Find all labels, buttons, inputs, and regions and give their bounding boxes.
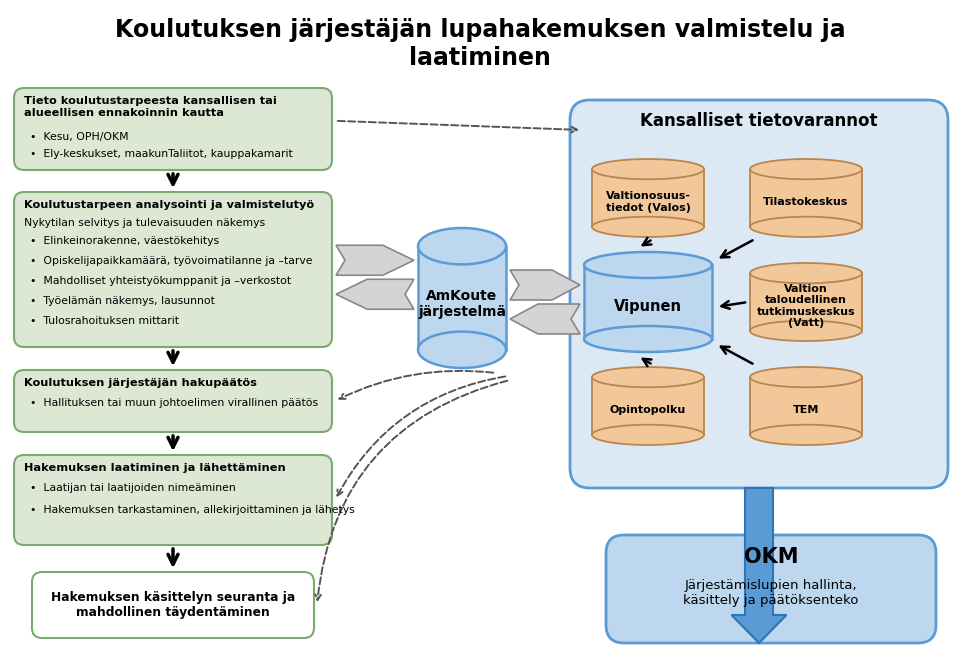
Text: TEM: TEM [793, 405, 819, 415]
Bar [750, 169, 862, 227]
Text: Valtion
taloudellinen
tutkimuskeskus
(Vatt): Valtion taloudellinen tutkimuskeskus (Va… [756, 284, 855, 329]
Text: AmKoute
järjestelmä: AmKoute järjestelmä [418, 289, 506, 319]
Text: •  Työelämän näkemys, lausunnot: • Työelämän näkemys, lausunnot [30, 296, 215, 306]
Text: Tieto koulutustarpeesta kansallisen tai
alueellisen ennakoinnin kautta: Tieto koulutustarpeesta kansallisen tai … [24, 96, 276, 118]
Polygon shape [732, 488, 786, 643]
FancyBboxPatch shape [14, 88, 332, 170]
Ellipse shape [584, 252, 712, 278]
Text: Koulutustarpeen analysointi ja valmistelutyö: Koulutustarpeen analysointi ja valmistel… [24, 200, 314, 210]
Bar [584, 265, 712, 339]
Text: •  Ely-keskukset, maakunTaliitot, kauppakamarit: • Ely-keskukset, maakunTaliitot, kauppak… [30, 149, 293, 159]
Bar [592, 377, 704, 435]
Text: Koulutuksen järjestäjän lupahakemuksen valmistelu ja: Koulutuksen järjestäjän lupahakemuksen v… [114, 18, 846, 42]
FancyBboxPatch shape [606, 535, 936, 643]
Ellipse shape [750, 367, 862, 387]
Ellipse shape [584, 326, 712, 352]
Bar [418, 246, 506, 350]
Text: OKM: OKM [744, 547, 799, 567]
Text: Tilastokeskus: Tilastokeskus [763, 197, 849, 207]
Ellipse shape [418, 228, 506, 265]
Bar [750, 377, 862, 435]
Ellipse shape [592, 367, 704, 387]
Text: •  Tulosrahoituksen mittarit: • Tulosrahoituksen mittarit [30, 316, 179, 326]
Ellipse shape [592, 216, 704, 237]
Text: •  Kesu, OPH/OKM: • Kesu, OPH/OKM [30, 132, 129, 142]
Text: Vipunen: Vipunen [614, 299, 682, 313]
Text: Koulutuksen järjestäjän hakupäätös: Koulutuksen järjestäjän hakupäätös [24, 378, 257, 388]
Text: Kansalliset tietovarannot: Kansalliset tietovarannot [640, 112, 877, 130]
Polygon shape [510, 270, 580, 300]
Text: •  Hakemuksen tarkastaminen, allekirjoittaminen ja lähetys: • Hakemuksen tarkastaminen, allekirjoitt… [30, 505, 355, 515]
Ellipse shape [592, 159, 704, 179]
Ellipse shape [750, 263, 862, 283]
Ellipse shape [750, 159, 862, 179]
Text: Valtionosuus-
tiedot (Valos): Valtionosuus- tiedot (Valos) [606, 191, 690, 213]
Text: Järjestämislupien hallinta,
käsittely ja päätöksenteko: Järjestämislupien hallinta, käsittely ja… [684, 579, 858, 607]
Text: Nykytilan selvitys ja tulevaisuuden näkemys: Nykytilan selvitys ja tulevaisuuden näke… [24, 218, 265, 228]
Text: Opintopolku: Opintopolku [610, 405, 686, 415]
Text: laatiminen: laatiminen [409, 46, 551, 70]
Ellipse shape [418, 331, 506, 368]
FancyBboxPatch shape [14, 192, 332, 347]
Polygon shape [336, 245, 414, 275]
Bar [592, 169, 704, 227]
FancyBboxPatch shape [570, 100, 948, 488]
Text: •  Elinkeinorakenne, väestökehitys: • Elinkeinorakenne, väestökehitys [30, 236, 219, 246]
Ellipse shape [750, 216, 862, 237]
Text: Hakemuksen käsittelyn seuranta ja
mahdollinen täydentäminen: Hakemuksen käsittelyn seuranta ja mahdol… [51, 591, 295, 619]
Polygon shape [510, 304, 580, 334]
Text: •  Opiskelijapaikkamäärä, työvoimatilanne ja –tarve: • Opiskelijapaikkamäärä, työvoimatilanne… [30, 256, 313, 266]
Bar [750, 273, 862, 331]
Text: •  Mahdolliset yhteistyökumppanit ja –verkostot: • Mahdolliset yhteistyökumppanit ja –ver… [30, 276, 291, 286]
Polygon shape [336, 279, 414, 309]
Ellipse shape [592, 425, 704, 445]
Text: •  Laatijan tai laatijoiden nimeäminen: • Laatijan tai laatijoiden nimeäminen [30, 483, 236, 493]
Text: •  Hallituksen tai muun johtoelimen virallinen päätös: • Hallituksen tai muun johtoelimen viral… [30, 398, 318, 408]
FancyBboxPatch shape [14, 370, 332, 432]
Ellipse shape [750, 425, 862, 445]
Ellipse shape [750, 321, 862, 341]
FancyBboxPatch shape [14, 455, 332, 545]
FancyBboxPatch shape [32, 572, 314, 638]
Text: Hakemuksen laatiminen ja lähettäminen: Hakemuksen laatiminen ja lähettäminen [24, 463, 286, 473]
